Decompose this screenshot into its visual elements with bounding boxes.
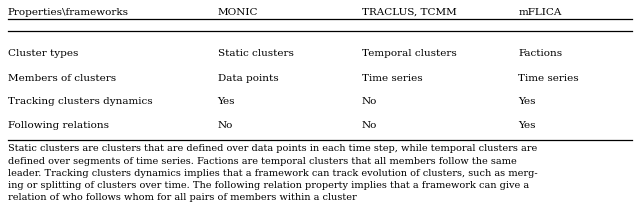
Text: Time series: Time series (362, 74, 422, 83)
Text: Properties\frameworks: Properties\frameworks (8, 8, 129, 17)
Text: mFLICA: mFLICA (518, 8, 562, 17)
Text: Static clusters: Static clusters (218, 49, 294, 58)
Text: Factions: Factions (518, 49, 563, 58)
Text: Cluster types: Cluster types (8, 49, 78, 58)
Text: Following relations: Following relations (8, 121, 109, 130)
Text: No: No (362, 121, 377, 130)
Text: Static clusters are clusters that are defined over data points in each time step: Static clusters are clusters that are de… (8, 144, 538, 202)
Text: No: No (218, 121, 233, 130)
Text: MONIC: MONIC (218, 8, 258, 17)
Text: Yes: Yes (218, 97, 235, 106)
Text: Time series: Time series (518, 74, 579, 83)
Text: Yes: Yes (518, 121, 536, 130)
Text: Data points: Data points (218, 74, 278, 83)
Text: Yes: Yes (518, 97, 536, 106)
Text: Members of clusters: Members of clusters (8, 74, 116, 83)
Text: Temporal clusters: Temporal clusters (362, 49, 456, 58)
Text: TRACLUS, TCMM: TRACLUS, TCMM (362, 8, 456, 17)
Text: Tracking clusters dynamics: Tracking clusters dynamics (8, 97, 152, 106)
Text: No: No (362, 97, 377, 106)
